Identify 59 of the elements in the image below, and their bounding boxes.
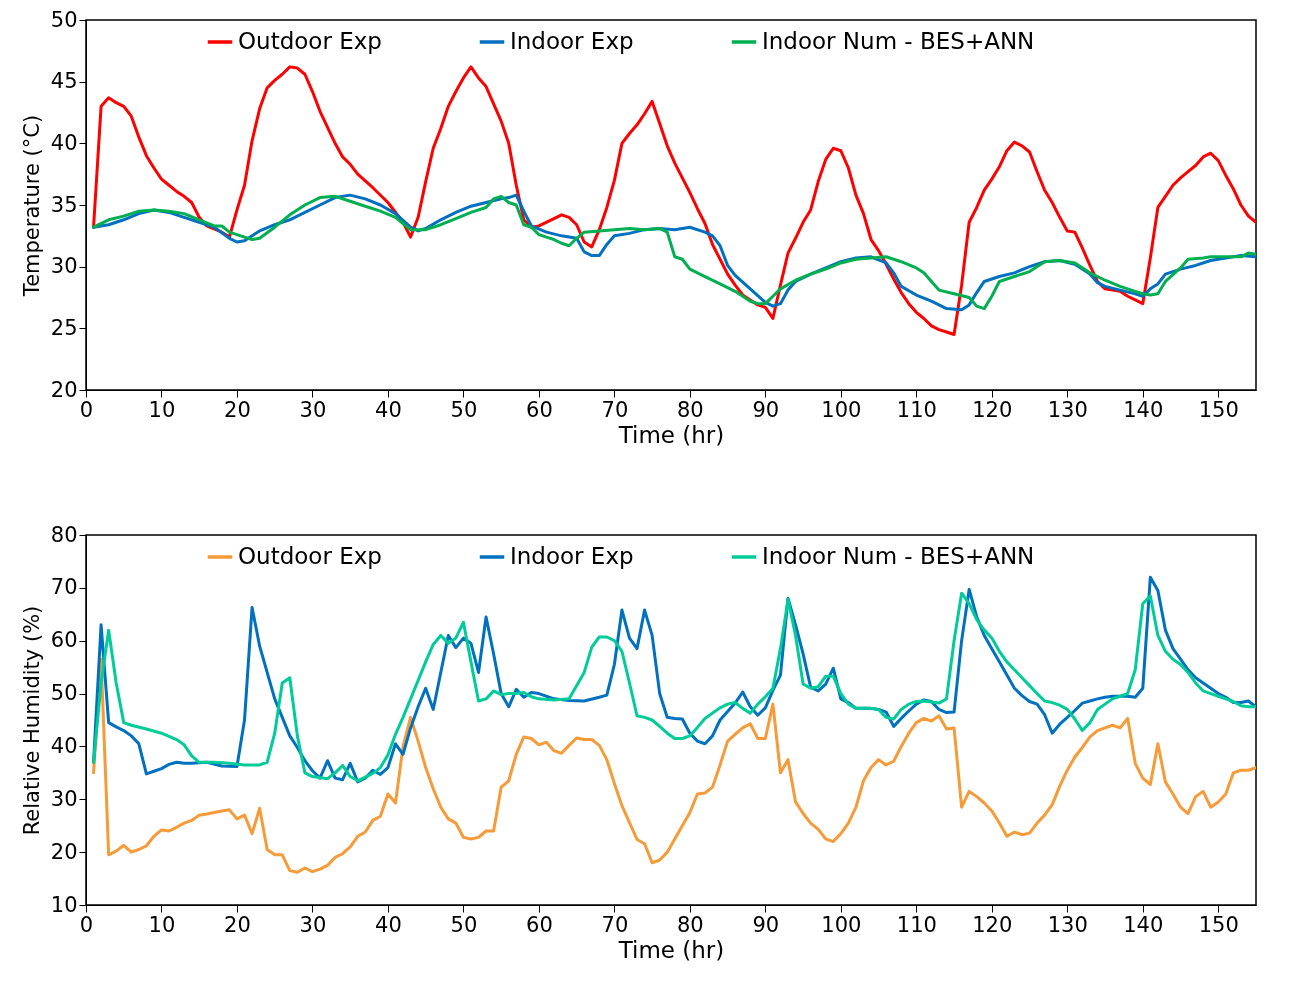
- y-axis-title: Temperature (°C): [19, 114, 44, 298]
- x-tick-label: 130: [1047, 397, 1088, 422]
- x-tick-label: 40: [375, 912, 402, 937]
- y-tick-label: 80: [50, 522, 78, 547]
- x-tick-label: 40: [375, 397, 402, 422]
- x-tick-label: 150: [1198, 397, 1239, 422]
- y-tick-label: 50: [50, 681, 78, 706]
- x-tick-label: 90: [752, 397, 780, 422]
- x-tick-label: 10: [148, 912, 176, 937]
- x-tick-label: 70: [601, 912, 629, 937]
- x-tick-label: 130: [1047, 912, 1088, 937]
- x-tick-label: 100: [821, 912, 862, 937]
- y-tick-label: 30: [50, 254, 78, 279]
- x-tick-label: 90: [752, 912, 780, 937]
- y-tick-label: 35: [50, 192, 78, 217]
- legend-label: Outdoor Exp: [238, 28, 382, 54]
- line-series: [92, 65, 1256, 336]
- y-tick-label: 10: [50, 892, 78, 917]
- y-tick-label: 40: [50, 733, 78, 758]
- x-tick-label: 80: [677, 912, 704, 937]
- x-tick-label: 100: [821, 397, 862, 422]
- y-tick-label: 60: [50, 628, 78, 653]
- y-tick-label: 20: [50, 839, 78, 864]
- x-tick-label: 10: [148, 397, 176, 422]
- x-tick-label: 140: [1123, 397, 1164, 422]
- x-tick-label: 120: [972, 397, 1013, 422]
- x-tick-label: 120: [972, 912, 1013, 937]
- x-tick-label: 20: [224, 912, 251, 937]
- legend-label: Outdoor Exp: [238, 543, 382, 569]
- x-tick-label: 20: [224, 397, 251, 422]
- x-tick-label: 50: [450, 912, 478, 937]
- y-tick-label: 50: [50, 7, 78, 32]
- y-tick-label: 30: [50, 786, 78, 811]
- x-tick-label: 150: [1198, 912, 1239, 937]
- x-tick-label: 30: [299, 397, 327, 422]
- line-series: [92, 657, 1256, 874]
- y-axis-title: Relative Humidity (%): [19, 605, 44, 836]
- x-tick-label: 30: [299, 912, 327, 937]
- x-tick-label: 60: [526, 397, 553, 422]
- y-tick-label: 40: [50, 130, 78, 155]
- x-tick-label: 110: [896, 397, 937, 422]
- x-tick-label: 0: [79, 397, 94, 422]
- y-tick-label: 45: [50, 69, 78, 94]
- x-tick-label: 60: [526, 912, 553, 937]
- legend-label: Indoor Num - BES+ANN: [762, 28, 1035, 54]
- legend-label: Indoor Exp: [510, 543, 634, 569]
- y-tick-label: 70: [50, 575, 78, 600]
- legend-label: Indoor Num - BES+ANN: [762, 543, 1035, 569]
- x-tick-label: 110: [896, 912, 937, 937]
- x-tick-label: 70: [601, 397, 629, 422]
- x-tick-label: 80: [677, 397, 704, 422]
- y-tick-label: 20: [50, 377, 78, 402]
- x-axis-title: Time (hr): [617, 421, 725, 448]
- legend-label: Indoor Exp: [510, 28, 634, 54]
- x-tick-label: 0: [79, 912, 94, 937]
- x-tick-label: 140: [1123, 912, 1164, 937]
- y-tick-label: 25: [50, 315, 78, 340]
- x-axis-title: Time (hr): [617, 936, 725, 963]
- x-tick-label: 50: [450, 397, 478, 422]
